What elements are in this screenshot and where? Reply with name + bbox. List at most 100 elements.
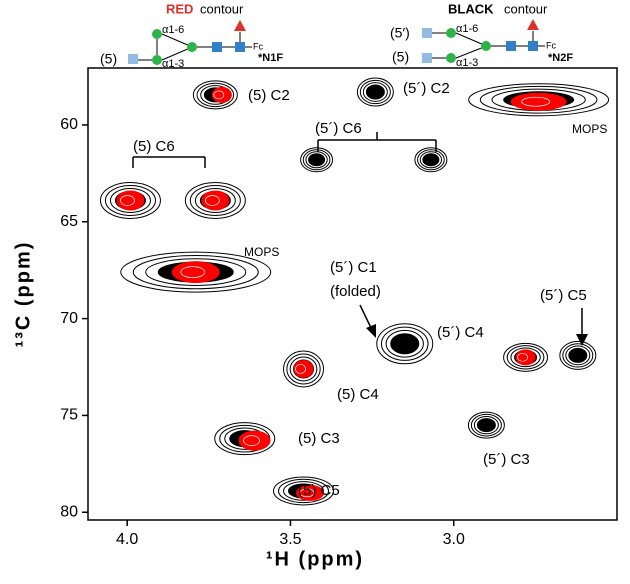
contour-ring [196,82,235,108]
contour-ring [506,345,545,370]
glycan-circle [481,41,491,51]
red-contour-peak [510,92,567,111]
x-tick-label: 3.0 [443,531,465,548]
contour-ring [482,422,490,428]
glycan-square [422,28,432,38]
glycan-circle [152,55,162,65]
peak-annotation: (5´) C5 [540,287,587,304]
black-contour-peak [376,323,434,365]
glycan-bond [455,32,485,46]
glycan-circle [187,42,197,52]
contour-ring [503,342,549,372]
contour-fill [296,484,325,501]
legend-color-word: RED [166,1,193,16]
contour-ring [302,149,331,171]
glycan-square [128,54,138,64]
glycan-circle [152,29,162,39]
branch-label: α1-3 [162,58,184,70]
peak-annotation: (folded) [330,283,381,300]
black-contour-peak [559,340,597,370]
glycan-bond [161,47,191,61]
y-tick-label: 80 [60,503,78,520]
glycan-square [422,53,432,63]
contour-ring [99,181,161,219]
contour-ring [305,151,328,169]
peak-annotation: (5) C4 [337,386,379,403]
contour-ring [427,157,435,163]
contour-fill [238,430,271,451]
glycan-square [506,41,516,51]
peak-annotation: MOPS [244,245,279,259]
contour-ring [414,147,448,173]
residue-label: (5) [100,51,117,67]
peak-annotation: MOPS [572,122,607,136]
glycan-legend-red: RED contour (5) α1-6 α1-3 Fc *N1F [100,1,283,69]
peak-annotation: (5´) C4 [437,324,484,341]
contour-ring [385,329,424,358]
glycan-bond [161,33,191,47]
peak-annotation: (5´) C6 [315,120,362,137]
contour-ring [214,422,276,456]
y-tick-label: 75 [60,407,78,424]
glycan-square [235,42,245,52]
peak-annotation: (5´) C1 [330,259,377,276]
contour-fill [293,359,314,378]
red-contour-peak [171,261,220,284]
contour-ring [273,476,335,506]
contour-ring [184,181,246,219]
y-axis-label: ¹³C (ppm) [12,241,34,348]
contour-fill [171,261,220,284]
contour-ring [362,82,388,102]
peak-annotation: (5´) C2 [403,80,450,97]
plot-frame [87,67,618,521]
contour-ring [278,478,330,504]
contour-ring [145,258,247,286]
red-contour-peak [293,359,314,378]
residue-label: (5) [392,49,409,65]
plot-area [99,77,610,506]
contour-ring [565,345,591,366]
legend-text: contour [504,1,548,16]
contour-ring [473,415,499,435]
contour-ring [359,79,391,105]
contour-ring [283,350,325,388]
contour-ring [289,356,318,382]
branch-label: α1-3 [456,57,478,69]
contour-ring [371,89,379,95]
contour-ring [356,77,394,107]
contour-ring [109,187,151,213]
arrow-head [366,324,376,338]
contour-ring [104,184,156,216]
glycan-square [212,42,222,52]
x-tick-label: 4.0 [116,531,138,548]
legend-color-word: BLACK [448,1,494,16]
code-label: *N1F [258,52,283,64]
contour-ring [286,353,321,385]
red-contour-peak [296,484,325,501]
contour-ring [132,254,259,290]
annotation-line [359,304,373,331]
contour-ring [559,340,597,370]
contour-ring [467,411,505,439]
contour-ring [120,251,272,293]
contour-ring [574,352,582,359]
contour-ring [243,435,260,446]
contour-ring [300,147,334,173]
contour-ring [180,266,206,278]
branch-label: α1-6 [456,23,478,35]
glycan-triangle [527,19,539,30]
black-contour-peak [356,77,394,107]
red-contour-peak [238,430,271,451]
contour-ring [399,339,410,348]
contour-fill [510,92,567,111]
code-label: *N2F [548,52,573,64]
arrow-head [576,334,588,346]
red-contour-peak [201,190,230,211]
peak-annotation: (5) C2 [248,87,290,104]
peak-annotation: (5) C5 [298,482,340,499]
x-axis-label: ¹H (ppm) [266,548,364,570]
y-tick-label: 60 [60,116,78,133]
glycan-bond [455,46,485,59]
contour-ring [517,352,528,362]
